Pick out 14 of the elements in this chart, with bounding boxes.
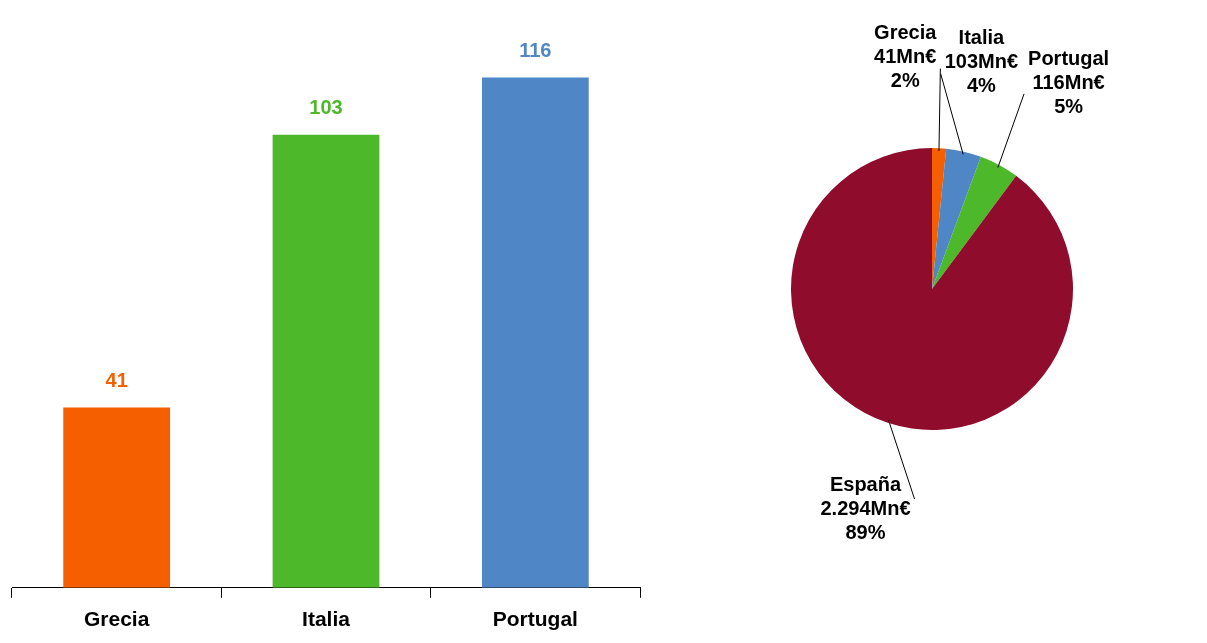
slice-label: España (829, 473, 902, 496)
data-label: 41Mn€ 2% (874, 45, 937, 92)
data-label: 2.294Mn€ 89% (820, 497, 911, 544)
x-tick-label: Portugal (492, 607, 578, 631)
x-tick-label: Grecia (83, 607, 150, 631)
data-label: 103Mn€ 4% (944, 50, 1019, 97)
data-label: 116 (519, 39, 552, 62)
data-label: 41 (105, 368, 128, 391)
x-tick-label: Italia (302, 607, 351, 631)
data-label: 103 (309, 96, 343, 119)
slice-label: Italia (958, 26, 1006, 49)
slice-label: Grecia (874, 21, 938, 44)
slice-label: Portugal (1028, 46, 1110, 69)
data-label: 116Mn€ 5% (1032, 70, 1105, 117)
